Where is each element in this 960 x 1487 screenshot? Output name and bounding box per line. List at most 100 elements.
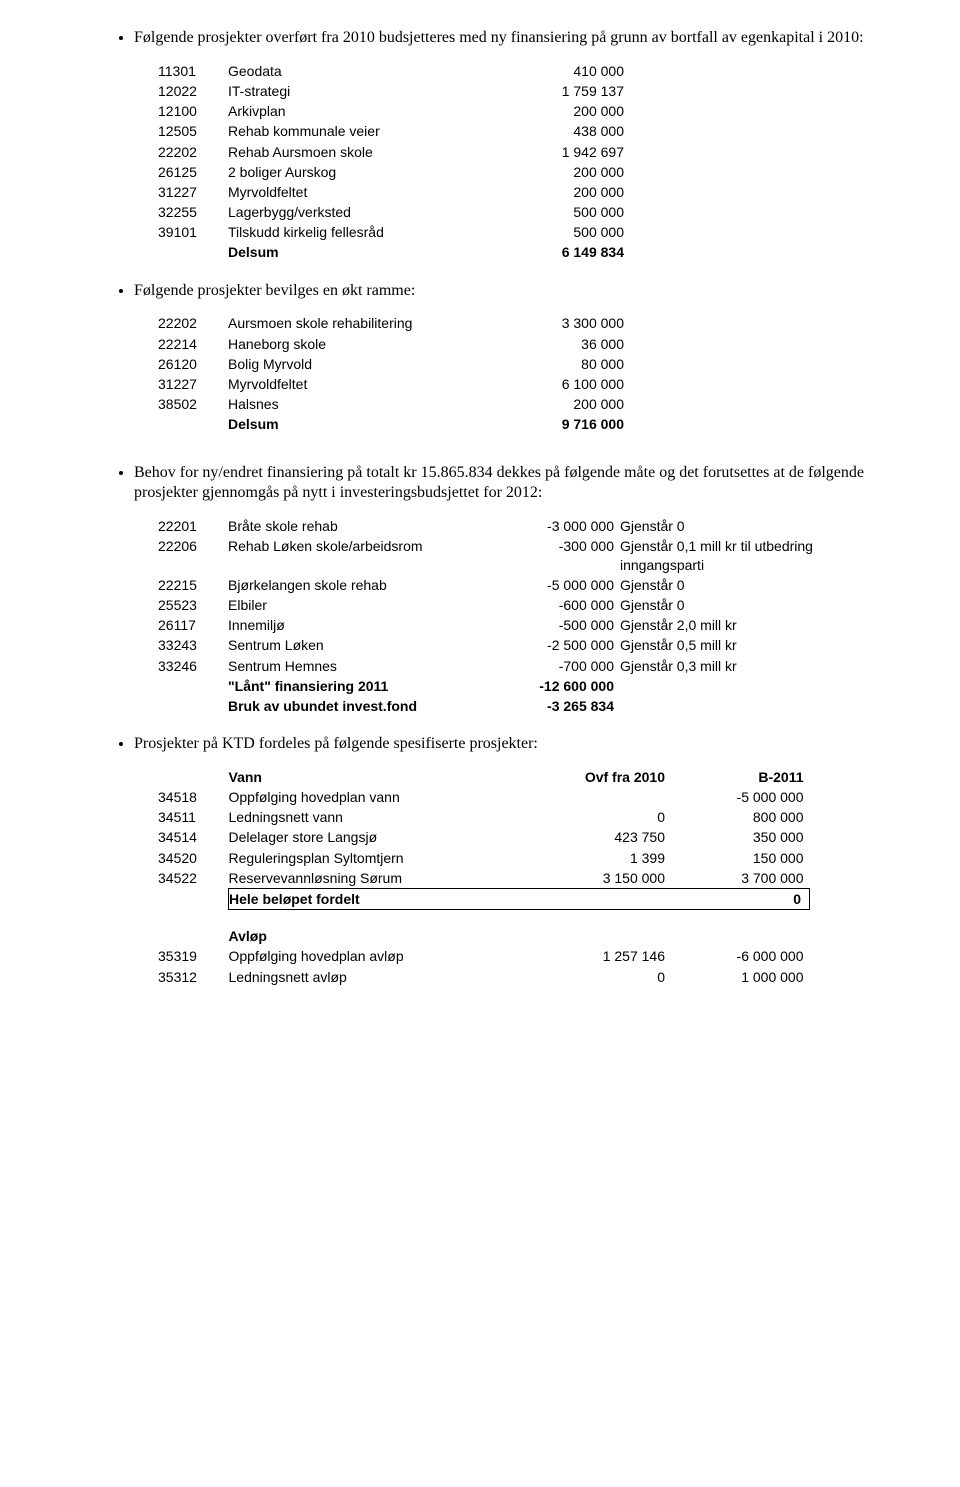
row-label: Elbiler [228, 595, 494, 615]
row-val: 36 000 [514, 334, 630, 354]
table-row: 22202Rehab Aursmoen skole1 942 697 [158, 142, 630, 162]
table-row: 33243Sentrum Løken-2 500 000Gjenstår 0,5… [158, 635, 826, 655]
t4-h-vann: Vann [229, 767, 536, 787]
row-note: Gjenstår 0,3 mill kr [620, 656, 826, 676]
table-row: 35319Oppfølging hovedplan avløp1 257 146… [158, 946, 810, 966]
table-row: 31227Myrvoldfeltet6 100 000 [158, 374, 630, 394]
row-code: 22202 [158, 313, 228, 333]
t4-h1: Ovf fra 2010 [535, 767, 671, 787]
row-code: 31227 [158, 374, 228, 394]
row-v2: -5 000 000 [671, 787, 810, 807]
t4-avlop-title: Avløp [229, 926, 536, 946]
row-note: Gjenstår 0 [620, 516, 826, 536]
row-val: 200 000 [514, 394, 630, 414]
row-code: 12100 [158, 101, 228, 121]
table-row: 35312Ledningsnett avløp01 000 000 [158, 967, 810, 987]
row-label: Halsnes [228, 394, 514, 414]
table-row: 34522Reservevannløsning Sørum3 150 0003 … [158, 868, 810, 889]
row-note: Gjenstår 2,0 mill kr [620, 615, 826, 635]
row-val: -600 000 [494, 595, 620, 615]
row-v1: 0 [535, 967, 671, 987]
t3-bruk-val: -3 265 834 [494, 696, 620, 716]
table-row: 25523Elbiler-600 000Gjenstår 0 [158, 595, 826, 615]
row-code: 39101 [158, 222, 228, 242]
row-code: 34522 [158, 868, 229, 889]
table-row: 39101Tilskudd kirkelig fellesråd500 000 [158, 222, 630, 242]
row-val: -5 000 000 [494, 575, 620, 595]
page: Følgende prosjekter overført fra 2010 bu… [0, 0, 960, 1487]
row-label: Reservevannløsning Sørum [229, 868, 536, 889]
row-code: 11301 [158, 61, 228, 81]
table-row: 261252 boliger Aurskog200 000 [158, 162, 630, 182]
t3-laant-label: "Lånt" finansiering 2011 [228, 676, 494, 696]
row-v1: 423 750 [535, 827, 671, 847]
row-v1: 0 [535, 807, 671, 827]
table-overfort: 11301Geodata410 00012022IT-strategi1 759… [158, 61, 630, 263]
row-label: Ledningsnett vann [229, 807, 536, 827]
table-row: 38502Halsnes200 000 [158, 394, 630, 414]
row-val: 500 000 [514, 202, 630, 222]
row-note: Gjenstår 0 [620, 575, 826, 595]
row-code: 35312 [158, 967, 229, 987]
row-val: -3 000 000 [494, 516, 620, 536]
row-label: Arkivplan [228, 101, 514, 121]
row-val: 500 000 [514, 222, 630, 242]
table-row: 34520Reguleringsplan Syltomtjern1 399150… [158, 848, 810, 868]
row-code: 32255 [158, 202, 228, 222]
table-ktd: Vann Ovf fra 2010 B-2011 34518Oppfølging… [158, 767, 810, 987]
row-label: Geodata [228, 61, 514, 81]
row-code: 26117 [158, 615, 228, 635]
table-row: 12505Rehab kommunale veier438 000 [158, 121, 630, 141]
row-label: Bjørkelangen skole rehab [228, 575, 494, 595]
row-val: 200 000 [514, 182, 630, 202]
row-label: Oppfølging hovedplan vann [229, 787, 536, 807]
para2-text: Følgende prosjekter bevilges en økt ramm… [134, 282, 415, 299]
row-label: Myrvoldfeltet [228, 374, 514, 394]
row-code: 22215 [158, 575, 228, 595]
row-code: 34514 [158, 827, 229, 847]
row-v2: -6 000 000 [671, 946, 810, 966]
table-row: 22215Bjørkelangen skole rehab-5 000 000G… [158, 575, 826, 595]
table-row: 22206Rehab Løken skole/arbeidsrom-300 00… [158, 536, 826, 574]
t1-sum-row: Delsum 6 149 834 [158, 242, 630, 262]
row-label: Ledningsnett avløp [229, 967, 536, 987]
row-v2: 150 000 [671, 848, 810, 868]
row-v1: 1 399 [535, 848, 671, 868]
row-label: Rehab kommunale veier [228, 121, 514, 141]
row-val: 438 000 [514, 121, 630, 141]
row-code: 22202 [158, 142, 228, 162]
row-val: 200 000 [514, 162, 630, 182]
table-row: 26120Bolig Myrvold80 000 [158, 354, 630, 374]
row-v2: 350 000 [671, 827, 810, 847]
row-code: 38502 [158, 394, 228, 414]
row-val: 80 000 [514, 354, 630, 374]
row-code: 35319 [158, 946, 229, 966]
table-okt-ramme: 22202Aursmoen skole rehabilitering3 300 … [158, 313, 630, 434]
row-label: Haneborg skole [228, 334, 514, 354]
bullet-4: Prosjekter på KTD fordeles på følgende s… [134, 734, 880, 755]
row-note: Gjenstår 0,5 mill kr [620, 635, 826, 655]
row-label: Rehab Aursmoen skole [228, 142, 514, 162]
t4-avlop-header: Avløp [158, 926, 810, 946]
row-label: Bolig Myrvold [228, 354, 514, 374]
row-label: Sentrum Løken [228, 635, 494, 655]
t4-hele-row: Hele beløpet fordelt 0 [158, 888, 810, 909]
table-row: 33246Sentrum Hemnes-700 000Gjenstår 0,3 … [158, 656, 826, 676]
row-v2: 800 000 [671, 807, 810, 827]
bullet-1: Følgende prosjekter overført fra 2010 bu… [134, 28, 880, 49]
row-code: 12022 [158, 81, 228, 101]
table-row: 22201Bråte skole rehab-3 000 000Gjenstår… [158, 516, 826, 536]
table-row: 12100Arkivplan200 000 [158, 101, 630, 121]
t3-bruk-label: Bruk av ubundet invest.fond [228, 696, 494, 716]
row-code: 34511 [158, 807, 229, 827]
t3-laant-val: -12 600 000 [494, 676, 620, 696]
t4-h2: B-2011 [671, 767, 810, 787]
row-val: 1 942 697 [514, 142, 630, 162]
table-row: 34514Delelager store Langsjø423 750350 0… [158, 827, 810, 847]
row-label: 2 boliger Aurskog [228, 162, 514, 182]
row-val: 6 100 000 [514, 374, 630, 394]
row-code: 25523 [158, 595, 228, 615]
table-finansiering: 22201Bråte skole rehab-3 000 000Gjenstår… [158, 516, 826, 716]
row-note: Gjenstår 0 [620, 595, 826, 615]
row-note: Gjenstår 0,1 mill kr til utbedring innga… [620, 536, 826, 574]
